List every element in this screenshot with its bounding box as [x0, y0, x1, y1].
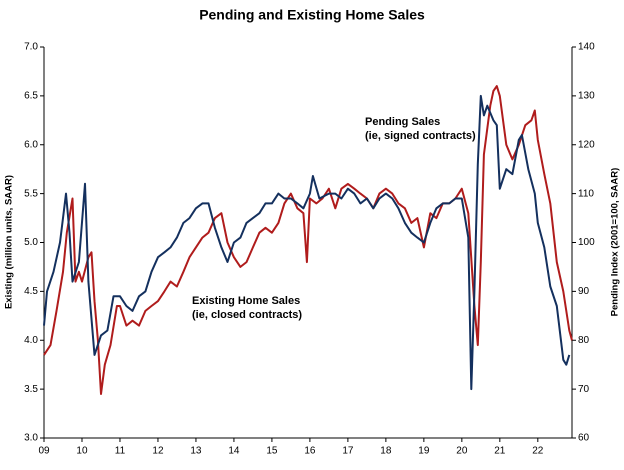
x-tick-label: 17: [342, 446, 354, 457]
x-tick-label: 09: [38, 446, 50, 457]
y-tick-label: 5.5: [24, 188, 38, 199]
y2-tick-label: 90: [578, 286, 590, 297]
x-tick-label: 19: [418, 446, 430, 457]
x-tick-label: 12: [152, 446, 164, 457]
y-axis-label: Existing (million units, SAAR): [4, 175, 15, 309]
series-label: Existing Home Sales: [192, 295, 300, 307]
x-tick-label: 16: [304, 446, 316, 457]
y-tick-label: 3.5: [24, 384, 38, 395]
y2-tick-label: 130: [578, 91, 595, 102]
x-tick-label: 10: [76, 446, 88, 457]
series-label: Pending Sales: [365, 116, 440, 128]
x-tick-label: 21: [494, 446, 506, 457]
y-tick-label: 3.0: [24, 433, 38, 444]
x-tick-label: 15: [266, 446, 278, 457]
y2-tick-label: 60: [578, 433, 590, 444]
x-tick-label: 20: [456, 446, 468, 457]
y2-tick-label: 100: [578, 237, 595, 248]
x-tick-label: 11: [115, 446, 126, 457]
y2-axis-label: Pending Index (2001=100, SAAR): [610, 168, 621, 317]
y-tick-label: 5.0: [24, 237, 38, 248]
y2-tick-label: 120: [578, 139, 595, 150]
x-tick-label: 22: [532, 446, 544, 457]
y2-tick-label: 70: [578, 384, 590, 395]
y-tick-label: 6.5: [24, 91, 38, 102]
series-line: [43, 94, 571, 391]
x-tick-label: 18: [380, 446, 392, 457]
y-tick-label: 4.5: [24, 286, 38, 297]
y2-tick-label: 140: [578, 42, 595, 53]
y2-tick-label: 110: [578, 188, 594, 199]
y-tick-label: 7.0: [24, 42, 38, 53]
series-note: (ie, closed contracts): [192, 309, 302, 321]
y-tick-label: 6.0: [24, 139, 38, 150]
series-note: (ie, signed contracts): [365, 130, 476, 142]
y-tick-label: 4.0: [24, 335, 38, 346]
y2-tick-label: 80: [578, 335, 590, 346]
chart-title: Pending and Existing Home Sales: [199, 7, 425, 23]
x-tick-label: 13: [190, 446, 202, 457]
series-line: [43, 85, 573, 395]
x-tick-label: 14: [228, 446, 240, 457]
